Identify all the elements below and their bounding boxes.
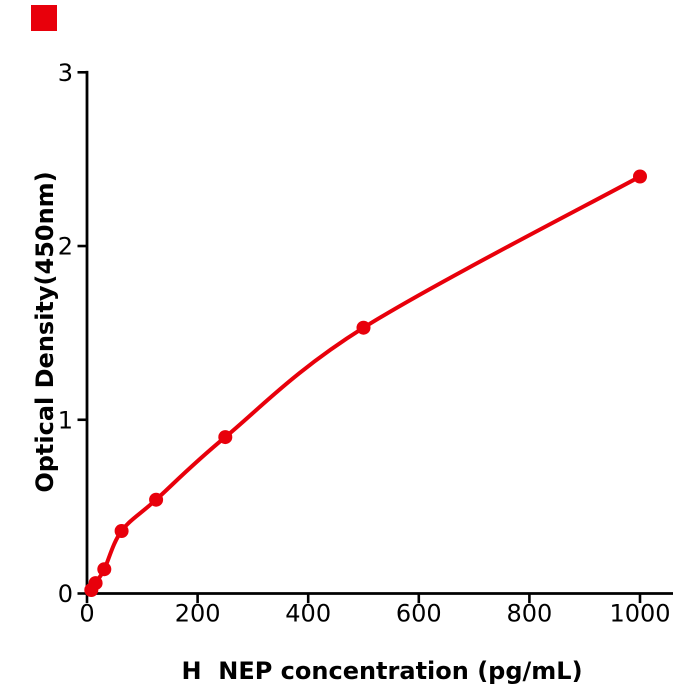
x-tick-label: 0	[79, 600, 94, 628]
x-tick-label: 600	[396, 600, 442, 628]
x-tick-label: 1000	[609, 600, 670, 628]
x-tick-label: 400	[285, 600, 331, 628]
y-tick-label: 1	[58, 406, 73, 434]
data-point	[97, 562, 112, 577]
y-tick-label: 0	[58, 580, 73, 608]
data-point	[114, 524, 129, 538]
data-point	[633, 169, 647, 184]
y-tick-label: 2	[58, 233, 73, 261]
data-point	[149, 492, 164, 507]
y-axis-title: Optical Density(450nm)	[31, 171, 59, 493]
fit-curve	[86, 174, 642, 594]
y-tick-label: 3	[58, 59, 73, 87]
x-tick-label: 200	[175, 600, 221, 628]
data-point	[218, 430, 233, 445]
data-point	[356, 320, 371, 335]
x-axis-title: H NEP concentration (pg/mL)	[181, 657, 583, 685]
brand-red-square	[31, 5, 57, 31]
x-tick-label: 800	[506, 600, 552, 628]
data-point	[88, 576, 103, 591]
